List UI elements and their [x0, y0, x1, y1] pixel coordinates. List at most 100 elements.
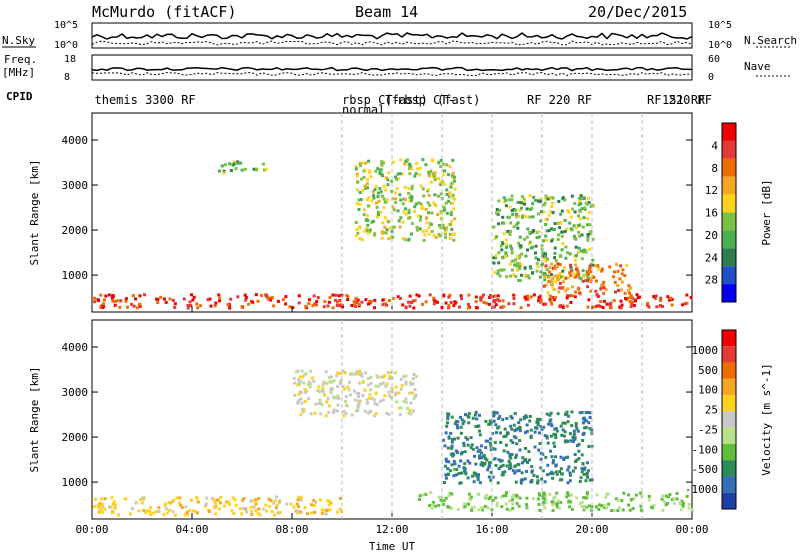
data-cell	[366, 214, 369, 218]
data-cell	[303, 390, 307, 394]
data-cell	[483, 504, 487, 508]
data-cell	[232, 160, 236, 164]
data-cell	[319, 498, 322, 502]
data-cell	[239, 161, 243, 165]
data-cell	[604, 288, 608, 291]
data-cell	[478, 456, 481, 460]
data-cell	[462, 469, 466, 473]
data-cell	[585, 270, 589, 274]
data-cell	[563, 229, 567, 233]
data-cell	[470, 474, 474, 478]
data-cell	[346, 298, 350, 301]
data-cell	[344, 399, 347, 403]
data-cell	[93, 296, 96, 300]
data-cell	[585, 461, 589, 465]
data-cell	[494, 294, 497, 298]
data-cell	[491, 475, 495, 479]
data-cell	[142, 497, 145, 501]
data-cell	[511, 441, 515, 445]
data-cell	[473, 454, 476, 458]
data-cell	[543, 272, 546, 275]
colorbar-swatch	[722, 427, 736, 444]
data-cell	[410, 187, 414, 191]
data-cell	[344, 394, 348, 398]
data-cell	[512, 435, 516, 439]
data-cell	[363, 409, 367, 413]
data-cell	[564, 413, 568, 416]
data-cell	[536, 479, 540, 483]
data-cell	[517, 256, 521, 260]
data-cell	[495, 211, 499, 215]
data-cell	[226, 500, 230, 504]
data-cell	[550, 205, 553, 209]
data-cell	[566, 455, 570, 459]
data-cell	[537, 235, 541, 239]
colorbar-swatch	[722, 140, 736, 159]
data-cell	[452, 207, 456, 211]
data-cell	[301, 375, 304, 379]
data-cell	[321, 386, 325, 390]
data-cell	[546, 197, 550, 201]
data-cell	[556, 237, 560, 241]
colorbar-tick-label: 16	[705, 207, 718, 220]
data-cell	[492, 256, 496, 260]
data-cell	[519, 306, 523, 310]
data-cell	[504, 204, 508, 208]
data-cell	[192, 295, 196, 299]
data-cell	[508, 205, 512, 209]
data-cell	[164, 502, 168, 506]
data-cell	[539, 270, 543, 274]
data-cell	[444, 301, 448, 305]
data-cell	[535, 426, 539, 430]
data-cell	[542, 492, 545, 496]
data-cell	[460, 297, 464, 301]
data-cell	[478, 481, 482, 485]
data-cell	[370, 396, 374, 400]
data-cell	[445, 211, 449, 215]
data-cell	[586, 223, 589, 227]
data-cell	[387, 220, 391, 224]
data-cell	[274, 506, 278, 510]
data-cell	[582, 216, 586, 220]
beam-label: Beam 14	[355, 3, 418, 21]
data-cell	[178, 496, 182, 500]
data-cell	[551, 228, 555, 231]
data-cell	[551, 296, 555, 299]
data-cell	[475, 306, 479, 310]
data-cell	[455, 473, 458, 477]
nsearch-tick-top: 10^5	[708, 20, 732, 31]
data-cell	[365, 182, 369, 186]
data-cell	[571, 469, 575, 473]
data-cell	[443, 444, 447, 448]
data-cell	[551, 286, 555, 290]
data-cell	[303, 400, 307, 403]
data-cell	[413, 209, 417, 213]
data-cell	[538, 275, 542, 279]
data-cell	[485, 493, 488, 497]
data-cell	[583, 206, 587, 210]
y-axis-title: Slant Range [km]	[28, 367, 41, 473]
data-cell	[579, 476, 583, 480]
data-cell	[613, 270, 616, 274]
data-cell	[408, 172, 412, 176]
data-cell	[558, 305, 562, 309]
data-cell	[474, 295, 478, 299]
data-cell	[450, 181, 454, 185]
data-cell	[298, 390, 302, 394]
data-cell	[573, 202, 577, 205]
data-cell	[547, 280, 551, 284]
data-cell	[529, 428, 533, 432]
data-cell	[587, 504, 591, 508]
nsky-tick-bottom: 10^0	[54, 40, 78, 51]
data-cell	[511, 493, 515, 497]
data-cell	[404, 380, 408, 384]
data-cell	[573, 254, 577, 258]
data-cell	[391, 205, 395, 209]
data-cell	[381, 303, 385, 307]
data-cell	[548, 413, 552, 417]
data-cell	[383, 225, 387, 229]
data-cell	[324, 370, 328, 374]
data-cell	[558, 272, 562, 276]
data-cell	[447, 295, 451, 299]
